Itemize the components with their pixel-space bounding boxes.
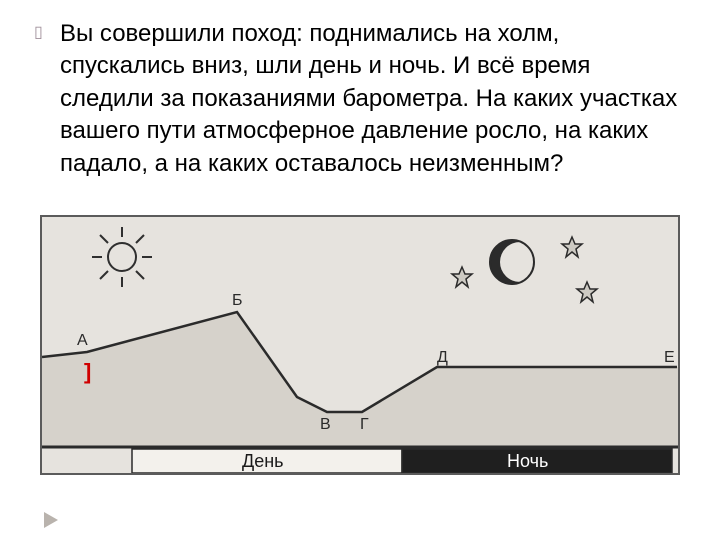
question-text: Вы совершили поход: поднимались на холм,… [60, 18, 690, 180]
point-g: Г [360, 416, 369, 433]
red-bracket: ] [84, 359, 91, 384]
point-a: А [77, 332, 88, 349]
list-bullet: ▯ [34, 22, 43, 42]
point-v: В [320, 416, 331, 433]
slide: ▯ Вы совершили поход: поднимались на хол… [0, 0, 720, 540]
night-label: Ночь [507, 451, 548, 471]
terrain-diagram: День Ночь А Б В Г Д Е ] [40, 215, 680, 475]
point-b: Б [232, 292, 243, 309]
play-icon [44, 512, 58, 528]
point-e: Е [664, 349, 675, 366]
point-d: Д [437, 349, 448, 366]
day-label: День [242, 451, 284, 471]
moon-icon [490, 240, 540, 284]
